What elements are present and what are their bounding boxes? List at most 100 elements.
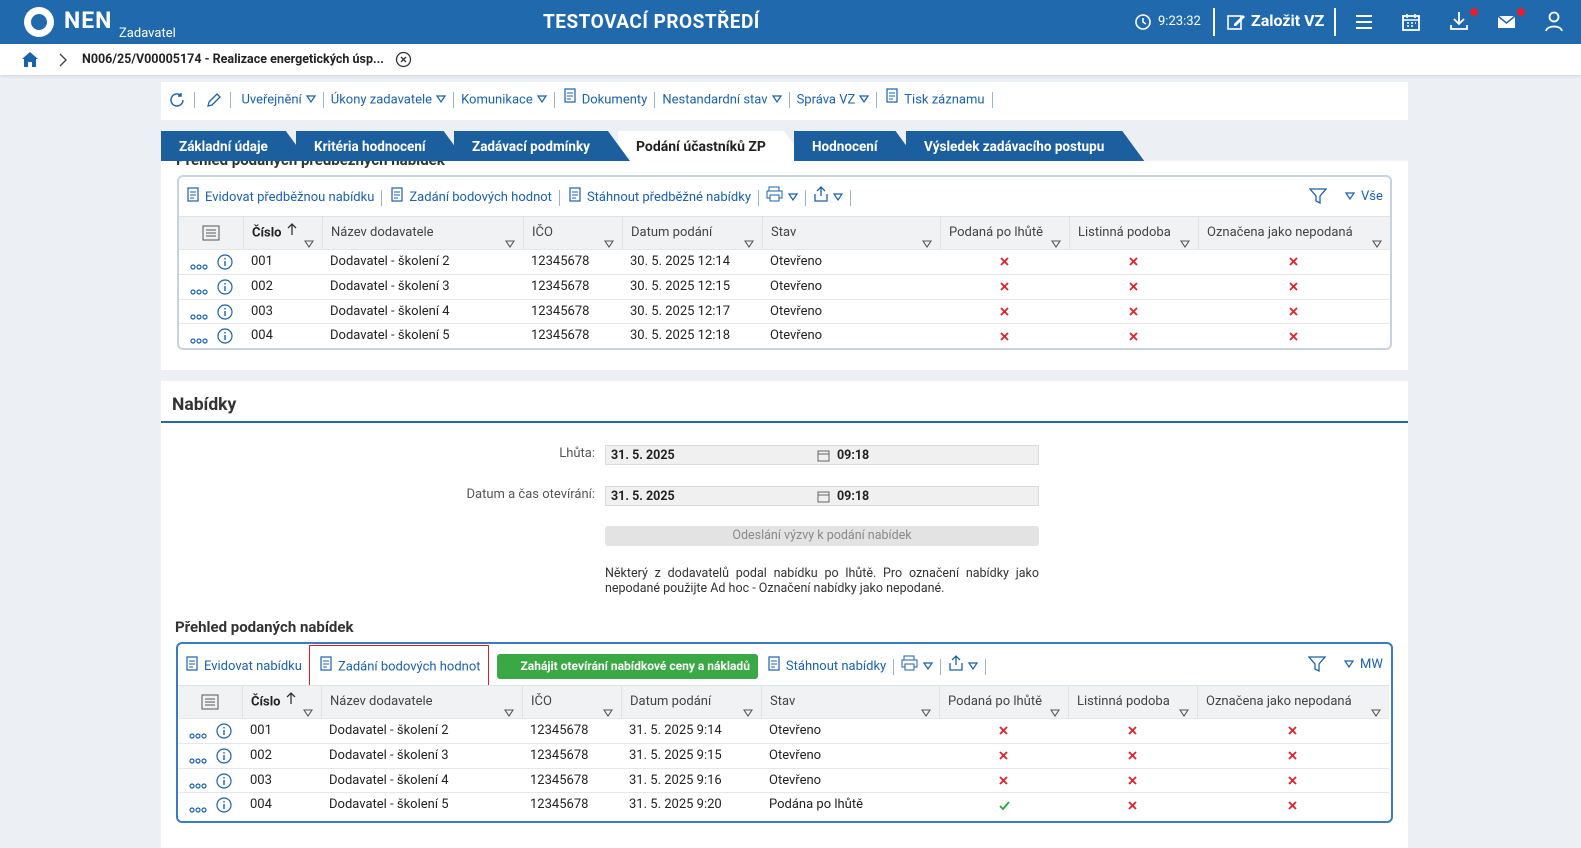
column-filter[interactable]: [603, 229, 615, 261]
print-icon[interactable]: [766, 186, 784, 210]
table-row[interactable]: 001 Dodavatel - školení 2 12345678 30. 5. 2…: [179, 249, 1390, 275]
download-icon[interactable]: [1449, 8, 1479, 34]
calendar-icon[interactable]: [1401, 12, 1421, 32]
action[interactable]: Evidovat nabídku: [184, 655, 302, 674]
action-label[interactable]: Evidovat nabídku: [204, 659, 302, 674]
edit-icon[interactable]: [1226, 12, 1246, 32]
column-title[interactable]: IČO: [531, 694, 552, 709]
filter-label[interactable]: Vše: [1361, 189, 1383, 204]
column-header[interactable]: Listinná podoba: [1069, 217, 1198, 249]
column-filter[interactable]: [602, 698, 614, 730]
column-title[interactable]: Podaná po lhůtě: [948, 694, 1042, 709]
column-header[interactable]: Číslo: [242, 686, 321, 718]
refresh-icon[interactable]: [169, 92, 187, 108]
column-title[interactable]: Datum podání: [631, 225, 713, 240]
column-filter[interactable]: [1050, 229, 1062, 261]
column-title[interactable]: IČO: [532, 225, 553, 240]
export-icon[interactable]: [948, 654, 964, 679]
more-icon[interactable]: [190, 309, 208, 324]
info-icon[interactable]: [216, 772, 232, 793]
column-filter[interactable]: [504, 229, 516, 261]
column-title[interactable]: Název dodavatele: [331, 225, 434, 240]
column-header[interactable]: Podaná po lhůtě: [939, 686, 1068, 718]
column-filter[interactable]: [743, 229, 755, 261]
column-header[interactable]: Datum podání: [621, 686, 761, 718]
menu-icon[interactable]: [1354, 12, 1374, 32]
column-title[interactable]: Listinná podoba: [1077, 694, 1170, 709]
column-header[interactable]: Listinná podoba: [1068, 686, 1197, 718]
tab[interactable]: Podání účastníků ZP: [618, 131, 806, 161]
column-header[interactable]: Datum podání: [622, 217, 762, 249]
filter-icon[interactable]: [1307, 656, 1327, 676]
action-label[interactable]: Stáhnout předběžné nabídky: [586, 190, 751, 206]
action-label[interactable]: Stáhnout nabídky: [785, 659, 887, 674]
mail-icon[interactable]: [1496, 8, 1526, 34]
column-filter[interactable]: [1179, 229, 1191, 261]
column-header[interactable]: Název dodavatele: [321, 686, 522, 718]
info-icon[interactable]: [217, 328, 233, 348]
toolbar-item[interactable]: Uveřejnění: [241, 92, 302, 108]
more-icon[interactable]: [190, 259, 208, 274]
column-title[interactable]: Podaná po lhůtě: [949, 225, 1043, 240]
column-title[interactable]: Číslo: [251, 694, 281, 710]
export-icon[interactable]: [813, 186, 829, 210]
info-icon[interactable]: [216, 797, 232, 817]
column-filter[interactable]: [303, 229, 315, 261]
create-button[interactable]: Založit VZ: [1251, 11, 1325, 30]
column-filter[interactable]: [503, 698, 515, 730]
action[interactable]: Stáhnout nabídky: [766, 655, 887, 674]
toolbar-item[interactable]: Tisk záznamu: [904, 92, 985, 108]
column-title[interactable]: Název dodavatele: [330, 694, 433, 709]
column-filter[interactable]: [742, 698, 754, 730]
column-title[interactable]: Datum podání: [630, 694, 712, 709]
more-icon[interactable]: [189, 753, 207, 768]
table-row[interactable]: 003 Dodavatel - školení 4 12345678 30. 5. 2…: [179, 298, 1390, 325]
action[interactable]: Zadání bodových hodnot: [389, 187, 552, 206]
tab[interactable]: Hodnocení: [794, 131, 918, 161]
more-icon[interactable]: [189, 802, 207, 817]
action[interactable]: Stáhnout předběžné nabídky: [567, 187, 751, 206]
more-icon[interactable]: [190, 284, 208, 299]
toolbar-item[interactable]: Úkony zadavatele: [330, 92, 433, 108]
breadcrumb-item[interactable]: N006/25/V00005174 - Realizace energetick…: [82, 52, 384, 67]
more-icon[interactable]: [190, 333, 208, 348]
action-label[interactable]: Evidovat předběžnou nabídku: [205, 190, 375, 206]
user-icon[interactable]: [1544, 11, 1564, 33]
tab[interactable]: Zadávací podmínky: [454, 131, 630, 161]
filter-label[interactable]: MW: [1360, 657, 1383, 672]
close-icon[interactable]: [395, 51, 412, 68]
more-icon[interactable]: [189, 778, 207, 793]
toolbar-item[interactable]: Komunikace: [461, 92, 533, 108]
table-row[interactable]: 002 Dodavatel - školení 3 12345678 31. 5. 2…: [178, 742, 1389, 769]
send-button[interactable]: Odeslání výzvy k podání nabídek: [605, 526, 1039, 546]
table-row[interactable]: 004 Dodavatel - školení 5 12345678 31. 5. 2…: [178, 792, 1389, 818]
info-icon[interactable]: [217, 254, 233, 274]
settings-icon[interactable]: [201, 694, 219, 714]
column-title[interactable]: Označena jako nepodaná: [1206, 694, 1352, 709]
info-icon[interactable]: [217, 279, 233, 299]
toolbar-item[interactable]: Nestandardní stav: [662, 92, 768, 108]
column-title[interactable]: Číslo: [252, 225, 282, 241]
column-header[interactable]: Název dodavatele: [322, 217, 523, 249]
toolbar-item[interactable]: Dokumenty: [581, 92, 648, 108]
action-label[interactable]: Zadání bodových hodnot: [409, 190, 552, 206]
column-header[interactable]: Označena jako nepodaná: [1197, 686, 1389, 718]
column-header[interactable]: Číslo: [243, 217, 322, 249]
edit-icon[interactable]: [205, 92, 223, 108]
table-row[interactable]: 003 Dodavatel - školení 4 12345678 31. 5. 2…: [178, 767, 1389, 794]
table-row[interactable]: 002 Dodavatel - školení 3 12345678 30. 5. 2…: [179, 273, 1390, 300]
column-header[interactable]: Označena jako nepodaná: [1198, 217, 1390, 249]
column-header[interactable]: IČO: [523, 217, 622, 249]
filter-preset[interactable]: MW: [1343, 657, 1383, 672]
table-row[interactable]: 001 Dodavatel - školení 2 12345678 31. 5. 2…: [178, 718, 1389, 744]
filter-icon[interactable]: [1308, 188, 1328, 208]
column-filter[interactable]: [1178, 698, 1190, 730]
column-filter[interactable]: [1371, 229, 1383, 261]
column-title[interactable]: Stav: [771, 225, 797, 240]
tab[interactable]: Výsledek zadávacího postupu: [906, 131, 1144, 161]
column-filter[interactable]: [920, 698, 932, 730]
date-input[interactable]: 31. 5. 2025 09:18: [605, 486, 1039, 506]
column-filter[interactable]: [1370, 698, 1382, 730]
column-title[interactable]: Listinná podoba: [1078, 225, 1171, 240]
column-filter[interactable]: [302, 698, 314, 730]
